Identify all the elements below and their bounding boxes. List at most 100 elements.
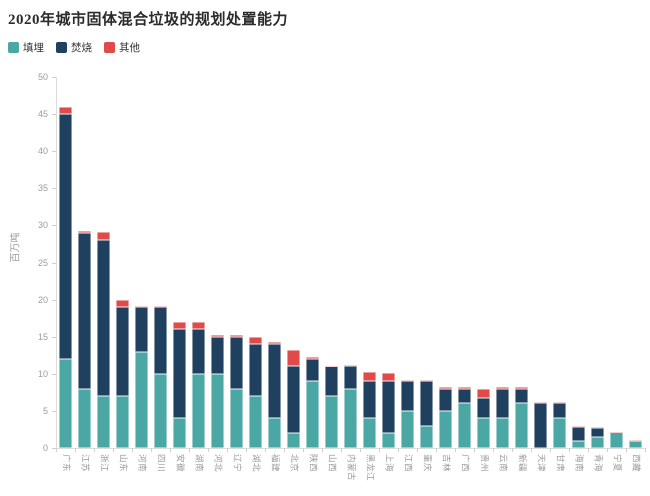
bar-segment-填埋-甘肃[interactable] (553, 418, 566, 448)
bar-segment-焚烧-福建[interactable] (268, 344, 281, 419)
bar-segment-焚烧-贵州[interactable] (477, 398, 490, 419)
bar-segment-填埋-湖南[interactable] (192, 373, 205, 448)
bar-segment-焚烧-山东[interactable] (116, 307, 129, 397)
bar-segment-其他-青海[interactable] (591, 427, 604, 429)
y-axis-tick-mark (52, 448, 56, 449)
bar-segment-焚烧-浙江[interactable] (97, 240, 110, 397)
bar-segment-其他-西藏[interactable] (629, 439, 642, 441)
bar-segment-其他-宁夏[interactable] (610, 431, 623, 433)
bar-segment-其他-广西[interactable] (458, 387, 471, 389)
bar-segment-焚烧-河南[interactable] (135, 307, 148, 352)
bar-segment-填埋-西藏[interactable] (629, 440, 642, 448)
bar-segment-其他-陕西[interactable] (306, 357, 319, 359)
bar-segment-焚烧-内蒙古[interactable] (344, 366, 357, 389)
bar-segment-其他-山东[interactable] (116, 299, 129, 307)
bar-segment-填埋-河南[interactable] (135, 351, 148, 448)
bar-segment-填埋-北京[interactable] (287, 433, 300, 448)
bar-segment-填埋-广东[interactable] (59, 358, 72, 448)
bar-segment-其他-湖南[interactable] (192, 321, 205, 330)
bar-segment-其他-河南[interactable] (135, 305, 148, 307)
bar-segment-焚烧-云南[interactable] (496, 388, 509, 419)
bar-segment-填埋-安徽[interactable] (173, 418, 186, 448)
bar-segment-填埋-海南[interactable] (572, 440, 585, 448)
bar-segment-焚烧-青海[interactable] (591, 427, 604, 437)
bar-segment-焚烧-天津[interactable] (534, 403, 547, 448)
bar-segment-焚烧-湖南[interactable] (192, 329, 205, 374)
bar-segment-焚烧-河北[interactable] (211, 336, 224, 374)
bar-segment-焚烧-陕西[interactable] (306, 358, 319, 382)
y-axis-tick-label: 10 (37, 368, 48, 379)
bar-segment-填埋-四川[interactable] (154, 373, 167, 448)
bar-segment-其他-新疆[interactable] (515, 387, 528, 389)
bar-segment-焚烧-四川[interactable] (154, 307, 167, 374)
bar-segment-填埋-青海[interactable] (591, 436, 604, 448)
bar-segment-其他-黑龙江[interactable] (363, 372, 376, 382)
bar-segment-填埋-山西[interactable] (325, 396, 338, 448)
bar-segment-填埋-江苏[interactable] (78, 388, 91, 448)
legend-item-landfill[interactable]: 填埋 (8, 40, 44, 55)
bar-segment-填埋-宁夏[interactable] (610, 432, 623, 448)
bar-segment-其他-江苏[interactable] (78, 231, 91, 233)
bar-segment-填埋-云南[interactable] (496, 418, 509, 448)
bar-segment-其他-安徽[interactable] (173, 321, 186, 330)
x-axis-tick-mark (588, 448, 589, 452)
bar-segment-焚烧-安徽[interactable] (173, 329, 186, 419)
bar-segment-填埋-湖北[interactable] (249, 396, 262, 448)
bar-segment-焚烧-海南[interactable] (572, 427, 585, 441)
bar-segment-焚烧-新疆[interactable] (515, 388, 528, 404)
bar-segment-填埋-辽宁[interactable] (230, 388, 243, 448)
y-axis-tick-mark (52, 225, 56, 227)
legend-item-incineration[interactable]: 焚烧 (56, 40, 92, 55)
bar-segment-填埋-内蒙古[interactable] (344, 388, 357, 448)
bar-segment-焚烧-黑龙江[interactable] (363, 381, 376, 419)
bar-segment-焚烧-吉林[interactable] (439, 388, 452, 411)
x-axis-tick-mark (94, 448, 95, 452)
bar-segment-填埋-陕西[interactable] (306, 381, 319, 448)
bar-segment-填埋-广西[interactable] (458, 403, 471, 448)
bar-segment-其他-云南[interactable] (496, 387, 509, 389)
bar-segment-焚烧-广东[interactable] (59, 114, 72, 359)
bar-segment-其他-海南[interactable] (572, 425, 585, 428)
bar-segment-填埋-新疆[interactable] (515, 403, 528, 448)
bar-segment-焚烧-辽宁[interactable] (230, 336, 243, 389)
bar-segment-其他-江西[interactable] (401, 379, 414, 382)
bar-segment-焚烧-北京[interactable] (287, 366, 300, 434)
bar-segment-其他-湖北[interactable] (249, 336, 262, 345)
bar-segment-其他-福建[interactable] (268, 341, 281, 345)
bar-segment-其他-重庆[interactable] (420, 380, 433, 382)
bar-segment-填埋-江西[interactable] (401, 410, 414, 448)
bar-segment-填埋-重庆[interactable] (420, 425, 433, 448)
bar-segment-填埋-福建[interactable] (268, 418, 281, 448)
bar-segment-焚烧-江西[interactable] (401, 381, 414, 411)
bar-segment-其他-贵州[interactable] (477, 388, 490, 399)
bar-segment-其他-四川[interactable] (154, 305, 167, 307)
bar-segment-焚烧-湖北[interactable] (249, 344, 262, 397)
bar-segment-焚烧-山西[interactable] (325, 366, 338, 397)
bar-segment-填埋-山东[interactable] (116, 396, 129, 448)
bar-segment-其他-吉林[interactable] (439, 387, 452, 389)
bar-segment-焚烧-上海[interactable] (382, 381, 395, 434)
bar-segment-焚烧-江苏[interactable] (78, 232, 91, 389)
bar-segment-其他-上海[interactable] (382, 373, 395, 382)
bar-segment-其他-甘肃[interactable] (553, 401, 566, 404)
bar-segment-填埋-吉林[interactable] (439, 410, 452, 448)
bar-segment-焚烧-广西[interactable] (458, 388, 471, 404)
bar-segment-其他-广东[interactable] (59, 106, 72, 115)
bar-segment-其他-山西[interactable] (325, 365, 338, 367)
bar-segment-焚烧-甘肃[interactable] (553, 403, 566, 419)
bar-segment-填埋-黑龙江[interactable] (363, 418, 376, 448)
bar-segment-其他-浙江[interactable] (97, 232, 110, 241)
bar-segment-其他-天津[interactable] (534, 401, 547, 404)
bar-segment-其他-内蒙古[interactable] (344, 364, 357, 367)
bar-segment-填埋-贵州[interactable] (477, 418, 490, 448)
bar-segment-填埋-河北[interactable] (211, 373, 224, 448)
x-axis-label: 西藏 (631, 454, 642, 473)
bar-segment-焚烧-重庆[interactable] (420, 381, 433, 426)
bar-segment-填埋-浙江[interactable] (97, 396, 110, 448)
x-axis-tick-mark (436, 448, 437, 452)
bar-segment-其他-北京[interactable] (287, 350, 300, 367)
bar-segment-填埋-上海[interactable] (382, 433, 395, 448)
bar-segment-其他-辽宁[interactable] (230, 335, 243, 337)
bar-segment-其他-河北[interactable] (211, 335, 224, 337)
legend-item-other[interactable]: 其他 (104, 40, 140, 55)
